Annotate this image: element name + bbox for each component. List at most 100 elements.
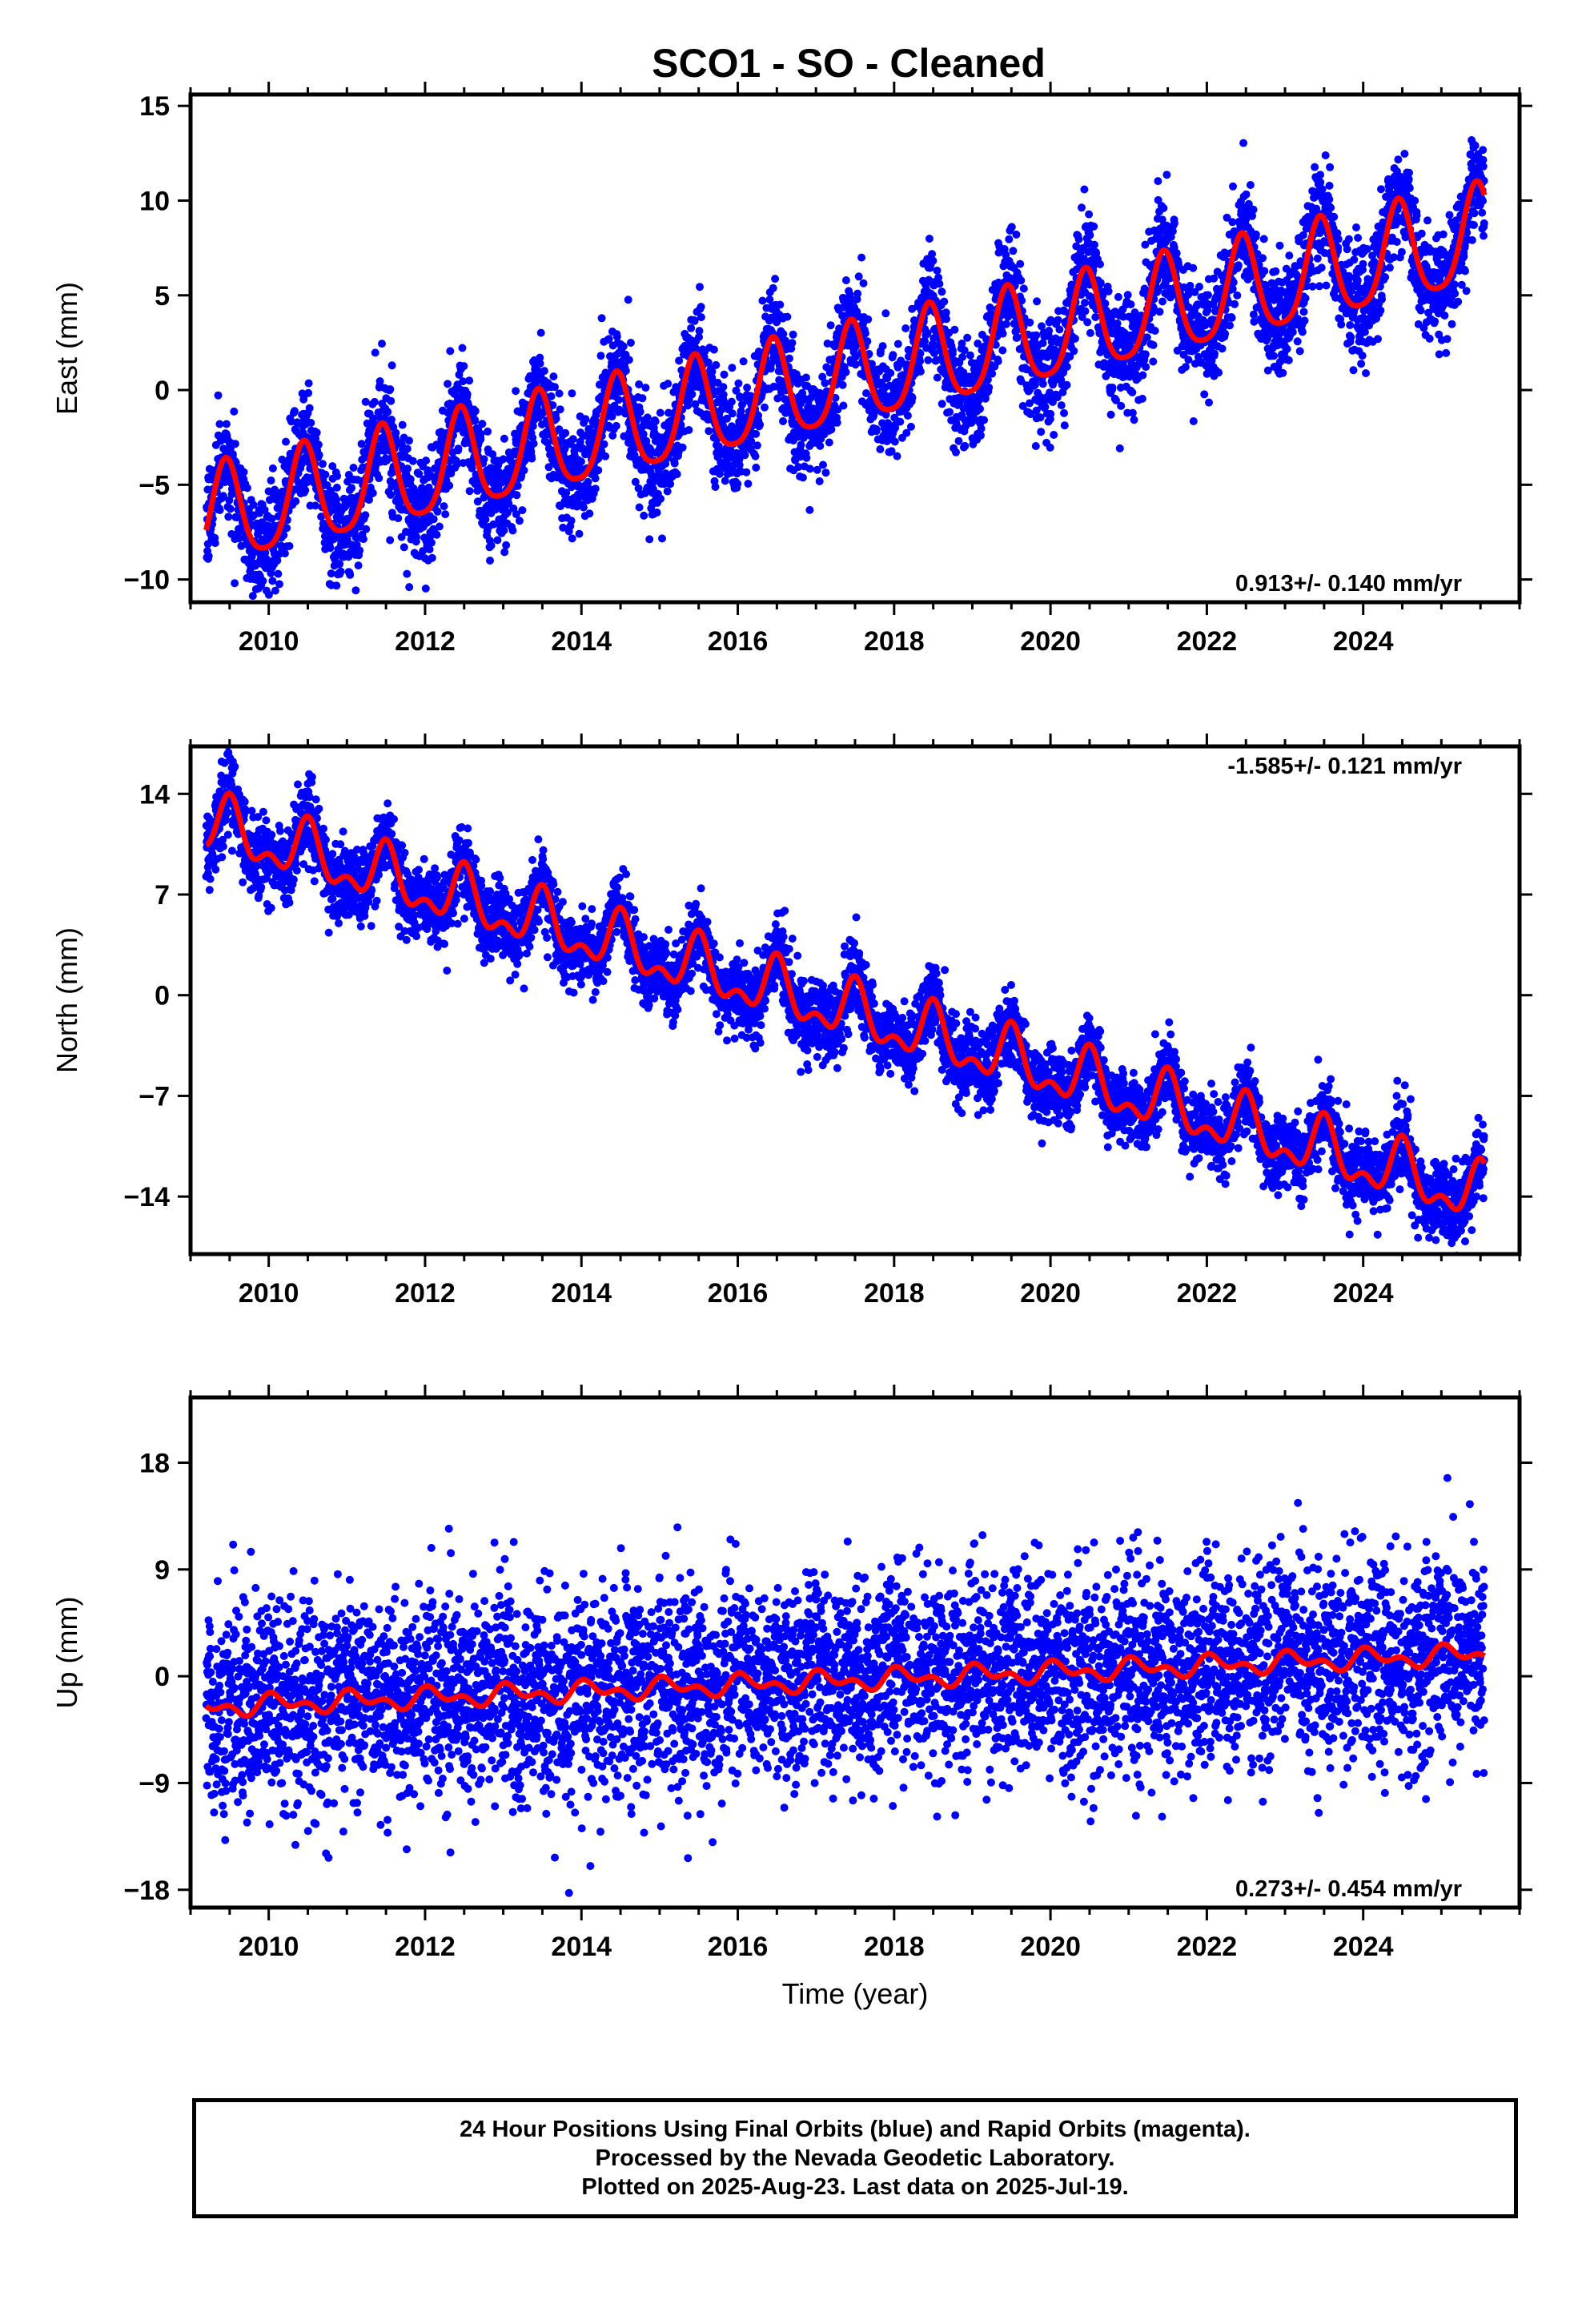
data-point	[1271, 287, 1279, 296]
data-point	[361, 511, 370, 520]
data-point	[476, 429, 485, 438]
data-point	[446, 347, 455, 356]
data-point	[328, 462, 337, 471]
data-point	[478, 420, 487, 428]
figure-title: SCO1 - SO - Cleaned	[652, 41, 1046, 86]
data-point	[387, 361, 396, 370]
data-point	[428, 538, 436, 547]
data-point	[307, 419, 315, 427]
data-point	[406, 475, 415, 484]
data-point	[1002, 251, 1010, 259]
data-point	[963, 333, 972, 342]
data-point	[789, 330, 797, 339]
data-point	[243, 484, 251, 493]
data-point	[425, 545, 434, 553]
data-point	[1285, 251, 1294, 260]
data-point	[1074, 235, 1083, 243]
data-point	[998, 346, 1007, 355]
data-point	[608, 431, 617, 440]
data-point	[502, 541, 511, 549]
data-point	[1009, 247, 1018, 255]
data-point	[651, 417, 660, 426]
data-point	[838, 380, 847, 389]
data-point	[504, 499, 513, 508]
data-point	[1205, 398, 1213, 407]
data-point	[695, 332, 703, 341]
data-point	[336, 567, 345, 576]
data-point	[1226, 321, 1234, 330]
data-point	[230, 407, 239, 416]
data-point	[428, 553, 436, 562]
data-point	[1101, 300, 1110, 308]
data-point	[1195, 283, 1203, 291]
data-point	[1037, 428, 1046, 436]
data-point	[1085, 210, 1094, 219]
data-point	[278, 455, 287, 464]
data-point	[851, 352, 860, 361]
data-point	[354, 561, 363, 570]
data-point	[1038, 380, 1047, 388]
data-point	[279, 531, 288, 540]
data-point	[1072, 242, 1081, 251]
data-point	[481, 515, 490, 524]
data-point	[977, 424, 986, 433]
data-point	[1018, 402, 1027, 410]
data-point	[769, 283, 777, 292]
data-point	[1211, 349, 1219, 358]
data-point	[670, 459, 679, 468]
data-point	[1275, 241, 1284, 250]
data-point	[1295, 347, 1304, 356]
data-point	[1223, 213, 1231, 222]
data-point	[695, 327, 704, 336]
data-point	[1279, 368, 1287, 377]
data-point	[994, 248, 1003, 257]
data-point	[1218, 344, 1227, 353]
data-point	[262, 564, 271, 573]
data-point	[1302, 282, 1311, 291]
data-point	[1210, 274, 1219, 283]
data-point	[1062, 362, 1071, 371]
data-point	[528, 454, 536, 463]
data-point	[403, 569, 412, 578]
data-point	[1300, 316, 1309, 325]
data-point	[753, 441, 761, 450]
data-point	[536, 353, 544, 362]
data-point	[1242, 215, 1251, 223]
data-point	[1316, 178, 1325, 187]
data-point	[1119, 312, 1128, 321]
data-point	[1057, 401, 1066, 410]
data-point	[624, 296, 632, 304]
data-point	[409, 484, 418, 493]
data-point	[1260, 267, 1269, 275]
data-point	[690, 316, 699, 325]
data-point	[1096, 260, 1104, 268]
data-point	[1031, 442, 1040, 450]
data-point	[612, 332, 621, 341]
data-point	[215, 506, 224, 514]
data-point	[1026, 318, 1034, 327]
data-point	[711, 483, 720, 491]
data-point	[933, 373, 942, 382]
data-point	[1315, 282, 1323, 291]
data-point	[621, 366, 630, 375]
data-point	[890, 437, 899, 446]
data-point	[274, 569, 283, 578]
data-point	[282, 437, 290, 446]
data-point	[864, 315, 873, 324]
data-point	[579, 503, 588, 512]
data-point	[400, 543, 408, 552]
data-point	[958, 340, 966, 348]
data-point	[387, 491, 395, 499]
data-point	[1046, 443, 1054, 452]
data-point	[664, 380, 673, 388]
data-point	[785, 354, 793, 363]
data-point	[744, 480, 753, 488]
data-point	[488, 469, 496, 478]
data-point	[893, 340, 902, 348]
data-point	[1234, 261, 1243, 270]
data-point	[771, 275, 780, 283]
data-point	[788, 339, 797, 348]
data-point	[756, 420, 765, 429]
data-point	[600, 440, 608, 448]
data-point	[715, 469, 724, 478]
